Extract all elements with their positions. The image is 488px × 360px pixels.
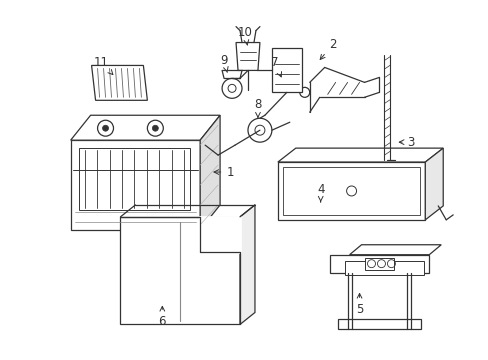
Text: 7: 7 <box>270 56 281 77</box>
Polygon shape <box>240 205 254 324</box>
Circle shape <box>152 125 158 131</box>
Bar <box>79 148 190 210</box>
Polygon shape <box>236 42 260 71</box>
Bar <box>120 217 240 324</box>
Text: 1: 1 <box>214 166 233 179</box>
Bar <box>364 258 394 270</box>
Circle shape <box>102 125 108 131</box>
Polygon shape <box>277 148 442 162</box>
Text: 4: 4 <box>316 184 324 202</box>
Bar <box>282 167 420 215</box>
Polygon shape <box>425 148 442 220</box>
Bar <box>337 319 421 329</box>
Bar <box>277 162 425 220</box>
Bar <box>344 261 424 275</box>
Text: 6: 6 <box>158 306 166 328</box>
Text: 2: 2 <box>320 38 336 59</box>
Text: 3: 3 <box>399 136 414 149</box>
Polygon shape <box>91 66 147 100</box>
Bar <box>200 217 240 252</box>
Polygon shape <box>200 115 220 230</box>
Polygon shape <box>349 245 440 255</box>
Text: 5: 5 <box>355 293 363 316</box>
Text: 10: 10 <box>237 26 252 45</box>
Polygon shape <box>329 255 428 273</box>
Text: 9: 9 <box>220 54 228 72</box>
Bar <box>71 140 200 230</box>
Bar <box>271 48 301 92</box>
Polygon shape <box>71 115 220 140</box>
Text: 8: 8 <box>254 98 261 117</box>
Text: 11: 11 <box>94 56 113 75</box>
